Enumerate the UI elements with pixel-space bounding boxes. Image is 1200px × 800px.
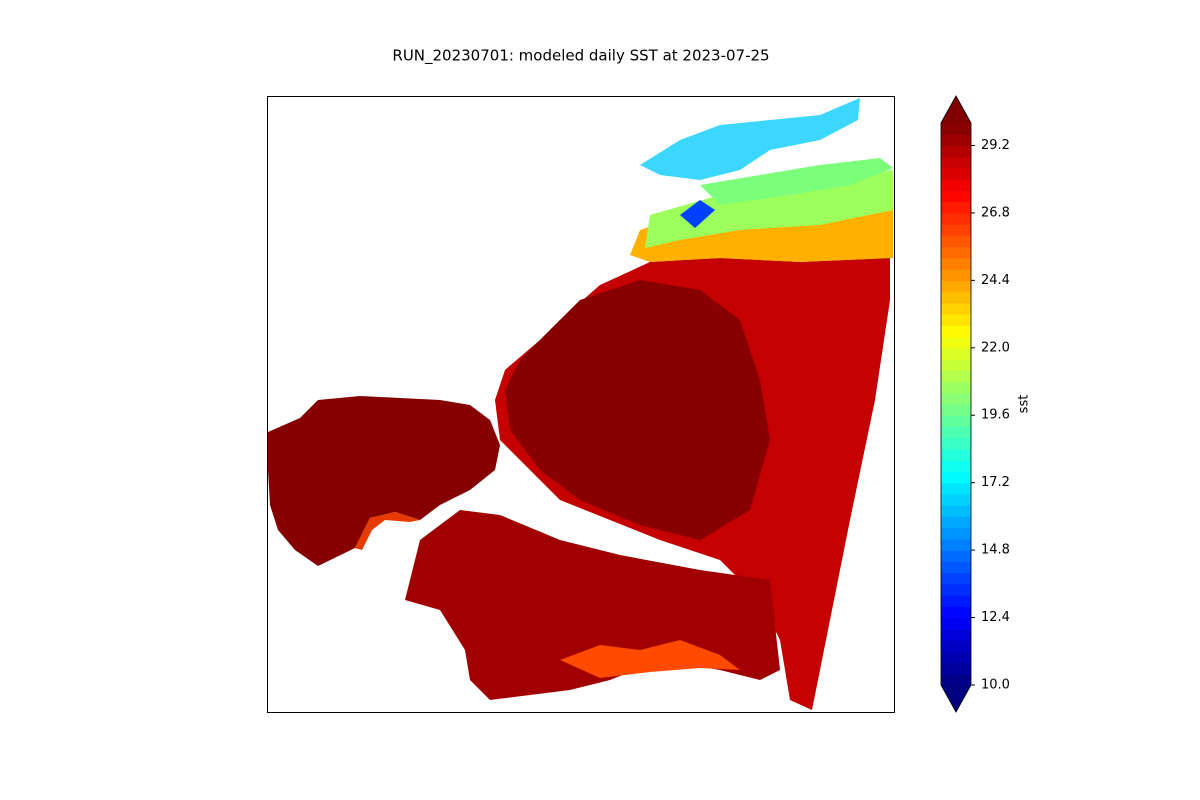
colorbar-band — [941, 662, 971, 675]
sea-region — [680, 200, 715, 228]
colorbar-band — [941, 538, 971, 551]
colorbar-band — [941, 595, 971, 607]
colorbar-band — [941, 404, 971, 416]
colorbar-band — [941, 134, 971, 146]
colorbar-tick-label: 19.6 — [981, 408, 1010, 423]
colorbar-tick-label: 24.4 — [981, 273, 1010, 288]
colorbar-band — [941, 269, 971, 281]
colorbar-tick-label: 12.4 — [981, 610, 1010, 625]
colorbar-band — [941, 606, 971, 619]
colorbar-label: sst — [1017, 395, 1032, 414]
colorbar-band — [941, 257, 971, 270]
sea-region — [700, 158, 893, 205]
colorbar-band — [941, 291, 971, 304]
colorbar-tick-label: 10.0 — [981, 678, 1010, 693]
colorbar-band — [941, 347, 971, 360]
colorbar-band — [941, 651, 971, 664]
colorbar-band — [941, 617, 971, 630]
colorbar-band — [941, 482, 971, 495]
sea-region — [645, 170, 893, 248]
colorbar-band — [941, 640, 971, 652]
colorbar-band — [941, 336, 971, 349]
colorbar-band — [941, 437, 971, 450]
colorbar-band — [941, 224, 971, 236]
colorbar-band — [941, 426, 971, 439]
axes-frame — [267, 96, 895, 713]
colorbar-band — [941, 493, 971, 506]
sea-region — [640, 98, 860, 180]
colorbar-band — [941, 359, 971, 371]
colorbar-band — [941, 460, 971, 472]
colorbar-band — [941, 179, 971, 191]
colorbar-tick-label: 17.2 — [981, 475, 1010, 490]
colorbar-band — [941, 201, 971, 214]
colorbar-tick-label: 14.8 — [981, 543, 1010, 558]
chart-title: RUN_20230701: modeled daily SST at 2023-… — [392, 47, 769, 66]
colorbar-extend-min — [941, 685, 971, 712]
colorbar-band — [941, 628, 971, 641]
map — [268, 98, 893, 710]
colorbar-band — [941, 123, 971, 135]
colorbar-band — [941, 527, 971, 540]
colorbar-band — [941, 505, 971, 517]
colorbar-band — [941, 516, 971, 529]
colorbar-band — [941, 415, 971, 427]
colorbar-band — [941, 583, 971, 596]
colorbar-extend-max — [941, 96, 971, 123]
colorbar-band — [941, 246, 971, 259]
colorbar-band — [941, 190, 971, 203]
colorbar-band — [941, 381, 971, 394]
colorbar-band — [941, 561, 971, 574]
colorbar-band — [941, 235, 971, 248]
colorbar-band — [941, 280, 971, 293]
colorbar: 10.0 12.4 14.8 17.2 19.6 22.0 24.4 26.8 29.2 — [940, 95, 1010, 713]
colorbar-band — [941, 212, 971, 225]
sea-region — [355, 512, 420, 550]
colorbar-band — [941, 448, 971, 461]
colorbar-band — [941, 471, 971, 484]
colorbar-band — [941, 167, 971, 180]
colorbar-band — [941, 392, 971, 405]
colorbar-tick-label: 26.8 — [981, 205, 1010, 220]
colorbar-band — [941, 325, 971, 338]
colorbar-band — [941, 550, 971, 562]
colorbar-tick-label: 29.2 — [981, 138, 1010, 153]
colorbar-band — [941, 314, 971, 326]
sea-region — [560, 640, 740, 678]
colorbar-band — [941, 673, 971, 686]
sea-region — [268, 396, 500, 566]
colorbar-tick-label: 22.0 — [981, 340, 1010, 355]
colorbar-band — [941, 145, 971, 158]
colorbar-band — [941, 302, 971, 315]
colorbar-band — [941, 370, 971, 383]
colorbar-band — [941, 572, 971, 585]
sea-region — [505, 280, 770, 540]
colorbar-band — [941, 156, 971, 169]
